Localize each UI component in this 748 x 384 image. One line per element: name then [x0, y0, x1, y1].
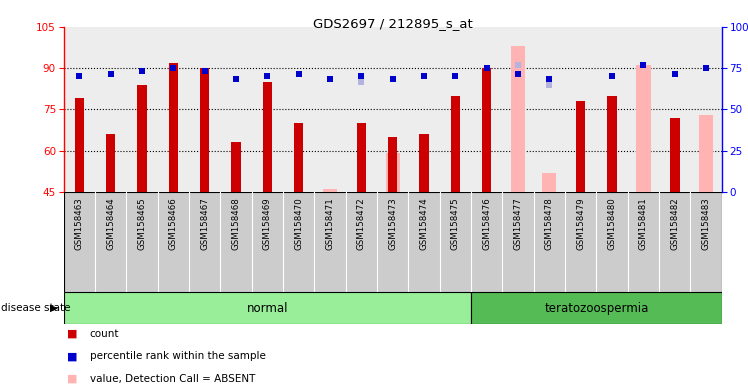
Bar	[126, 27, 158, 192]
Bar	[251, 27, 283, 192]
Text: GSM158471: GSM158471	[325, 197, 334, 250]
Bar	[314, 27, 346, 192]
Text: count: count	[90, 329, 119, 339]
Bar	[323, 189, 337, 192]
Bar	[168, 63, 178, 192]
Bar	[386, 154, 399, 192]
Bar	[221, 27, 251, 192]
Bar	[596, 27, 628, 192]
Text: GSM158464: GSM158464	[106, 197, 115, 250]
Text: GSM158481: GSM158481	[639, 197, 648, 250]
Text: GSM158483: GSM158483	[702, 197, 711, 250]
Text: GSM158478: GSM158478	[545, 197, 554, 250]
Bar	[263, 82, 272, 192]
Bar	[283, 27, 314, 192]
Bar	[699, 115, 713, 192]
Bar	[451, 96, 460, 192]
Bar	[690, 27, 722, 192]
Bar	[511, 46, 525, 192]
Text: ▶: ▶	[50, 303, 58, 313]
Bar	[440, 27, 471, 192]
Text: ■: ■	[67, 351, 78, 361]
Bar	[95, 27, 126, 192]
Text: value, Detection Call = ABSENT: value, Detection Call = ABSENT	[90, 374, 255, 384]
Bar	[377, 27, 408, 192]
Text: GSM158474: GSM158474	[420, 197, 429, 250]
Text: normal: normal	[247, 302, 288, 314]
Bar	[420, 134, 429, 192]
Text: GSM158476: GSM158476	[482, 197, 491, 250]
Bar	[565, 27, 596, 192]
Bar	[388, 137, 397, 192]
Text: GSM158479: GSM158479	[576, 197, 585, 250]
Bar	[471, 27, 503, 192]
Bar	[503, 27, 534, 192]
Bar	[231, 142, 241, 192]
Bar	[607, 96, 617, 192]
Text: GSM158467: GSM158467	[200, 197, 209, 250]
Bar	[670, 118, 679, 192]
Bar	[75, 98, 84, 192]
Text: GSM158475: GSM158475	[451, 197, 460, 250]
Bar	[137, 85, 147, 192]
Bar	[659, 27, 690, 192]
Text: teratozoospermia: teratozoospermia	[545, 302, 649, 314]
Text: percentile rank within the sample: percentile rank within the sample	[90, 351, 266, 361]
Bar	[408, 27, 440, 192]
Text: GSM158473: GSM158473	[388, 197, 397, 250]
Bar	[471, 292, 722, 324]
Bar	[346, 27, 377, 192]
Text: GSM158477: GSM158477	[514, 197, 523, 250]
Bar	[576, 101, 586, 192]
Text: ■: ■	[67, 329, 78, 339]
Text: GSM158482: GSM158482	[670, 197, 679, 250]
Text: GSM158465: GSM158465	[138, 197, 147, 250]
Bar	[64, 27, 95, 192]
Text: GSM158469: GSM158469	[263, 197, 272, 250]
Bar	[628, 27, 659, 192]
Bar	[158, 27, 189, 192]
Text: GSM158466: GSM158466	[169, 197, 178, 250]
Text: GSM158480: GSM158480	[607, 197, 616, 250]
Bar	[542, 173, 557, 192]
Text: GSM158463: GSM158463	[75, 197, 84, 250]
Bar	[294, 123, 304, 192]
Bar	[200, 68, 209, 192]
Text: GSM158468: GSM158468	[231, 197, 240, 250]
Bar	[106, 134, 115, 192]
Text: GDS2697 / 212895_s_at: GDS2697 / 212895_s_at	[313, 17, 473, 30]
Text: GSM158470: GSM158470	[294, 197, 303, 250]
Text: disease state: disease state	[1, 303, 70, 313]
Bar	[482, 68, 491, 192]
Bar	[64, 292, 471, 324]
Text: GSM158472: GSM158472	[357, 197, 366, 250]
Bar	[534, 27, 565, 192]
Bar	[637, 65, 651, 192]
Text: ■: ■	[67, 374, 78, 384]
Bar	[189, 27, 221, 192]
Bar	[357, 123, 366, 192]
